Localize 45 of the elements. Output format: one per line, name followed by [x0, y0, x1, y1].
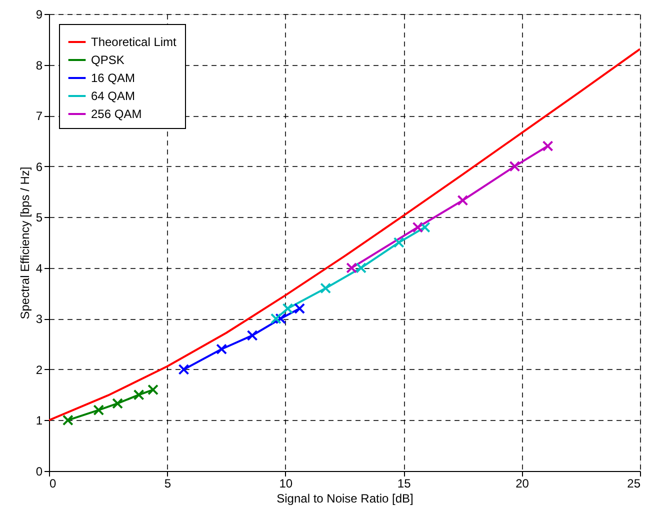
point: [320, 282, 332, 294]
point: [346, 262, 358, 274]
y-axis-title: Spectral Efficiency [bps / Hz]: [18, 166, 32, 320]
point: [509, 160, 520, 172]
point: [112, 398, 124, 409]
y-tick-label: 3: [36, 312, 43, 326]
legend-label: QPSK: [91, 53, 124, 67]
legend-label: 16 QAM: [91, 71, 136, 85]
line-series: [49, 48, 640, 422]
y-tick-label: 5: [36, 210, 43, 225]
legend-label: 64 QAM: [91, 89, 136, 103]
x-tick-label: 5: [164, 476, 172, 490]
y-tick-label: 6: [36, 160, 43, 174]
point: [542, 140, 554, 152]
x-tick-label: 25: [627, 476, 641, 490]
y-tick-label: 7: [36, 109, 43, 124]
x-tick-label: 20: [516, 476, 530, 490]
point: [419, 222, 430, 233]
point: [294, 303, 306, 314]
y-tick-label: 1: [36, 414, 43, 428]
point: [270, 313, 282, 324]
point: [457, 194, 468, 206]
y-tick-label: 4: [36, 261, 43, 276]
y-tick-label: 2: [36, 362, 43, 377]
point: [282, 303, 294, 314]
point: [62, 414, 74, 426]
legend-label: 256 QAM: [91, 107, 142, 121]
point: [148, 384, 158, 396]
y-tick-label: 0: [36, 464, 43, 478]
point: [412, 222, 424, 233]
point: [275, 313, 286, 324]
y-tick-label: 9: [36, 8, 43, 22]
legend-label: Theoretical Limt: [91, 35, 178, 49]
point: [216, 344, 228, 355]
x-tick-label: 15: [397, 476, 412, 490]
point: [393, 237, 404, 248]
point: [178, 364, 190, 375]
point: [246, 330, 258, 341]
y-tick-label: 8: [36, 58, 43, 72]
point: [133, 389, 144, 400]
x-tick-label: 10: [279, 476, 293, 490]
point: [93, 404, 104, 416]
x-tick-label: 0: [50, 476, 56, 490]
x-axis-title: Signal to Noise Ratio [dB]: [276, 492, 414, 506]
point: [356, 262, 367, 274]
